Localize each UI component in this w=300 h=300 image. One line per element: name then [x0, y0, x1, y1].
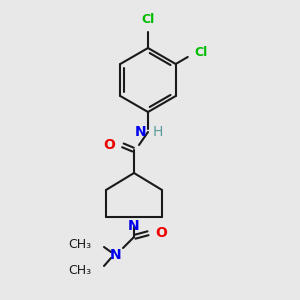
Text: N: N [134, 125, 146, 139]
Text: CH₃: CH₃ [68, 238, 91, 250]
Text: O: O [103, 138, 115, 152]
Text: N: N [110, 248, 122, 262]
Text: CH₃: CH₃ [68, 263, 91, 277]
Text: Cl: Cl [195, 46, 208, 59]
Text: O: O [155, 226, 167, 240]
Text: Cl: Cl [141, 13, 154, 26]
Text: H: H [153, 125, 164, 139]
Text: N: N [128, 219, 140, 233]
